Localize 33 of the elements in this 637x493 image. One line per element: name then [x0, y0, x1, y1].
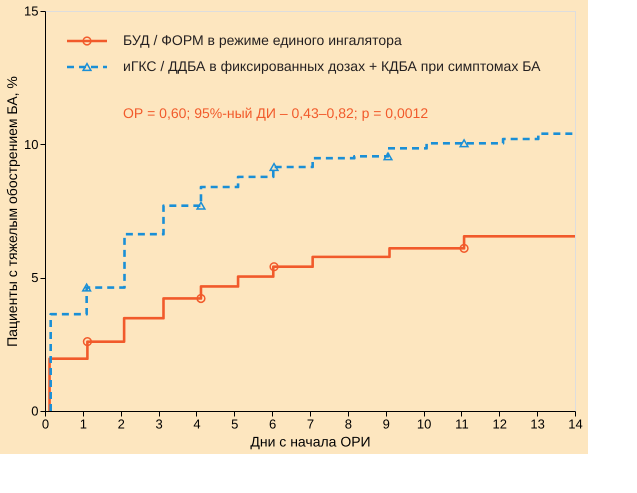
- x-tick-label: 8: [344, 416, 352, 432]
- point: [459, 244, 469, 253]
- x-axis-title: Дни с начала ОРИ: [250, 434, 371, 450]
- x-tick-label: 7: [306, 416, 314, 432]
- x-tick-label: 11: [455, 416, 469, 432]
- point: [459, 139, 469, 148]
- x-tick-label: 4: [193, 416, 201, 432]
- annotation: ОР = 0,60; 95%-ный ДИ – 0,43–0,82; p = 0,0012: [123, 105, 428, 121]
- point: [196, 202, 206, 210]
- y-axis-title: Пациенты с тяжелым обострением БА, %: [4, 76, 20, 347]
- x-tick-label: 14: [568, 416, 583, 432]
- point: [383, 152, 393, 160]
- x-tick-label: 5: [231, 416, 238, 432]
- x-tick-label: 12: [492, 416, 508, 432]
- point: [82, 337, 92, 346]
- point: [196, 294, 206, 304]
- x-tick-label: 2: [118, 416, 125, 432]
- point: [269, 162, 279, 172]
- y-tick-label: 5: [31, 270, 38, 286]
- point: [269, 262, 279, 272]
- x-tick-label: 10: [416, 416, 432, 432]
- x-tick-label: 1: [80, 416, 87, 432]
- x-tick-label: 9: [382, 416, 390, 432]
- x-tick-label: 3: [155, 416, 163, 432]
- legend-label: БУД / ФОРМ в режиме единого ингалятора: [123, 32, 402, 48]
- legend-label: иГКС / ДДБА в фиксированных дозах + КДБА при симптомах БА: [123, 58, 542, 74]
- y-tick-label: 10: [24, 136, 38, 152]
- x-tick-label: 6: [269, 416, 276, 432]
- y-tick-label: 0: [31, 404, 38, 418]
- point: [82, 283, 92, 292]
- y-tick-label: 15: [24, 4, 38, 18]
- x-tick-label: 0: [42, 416, 50, 432]
- x-tick-label: 13: [530, 416, 545, 432]
